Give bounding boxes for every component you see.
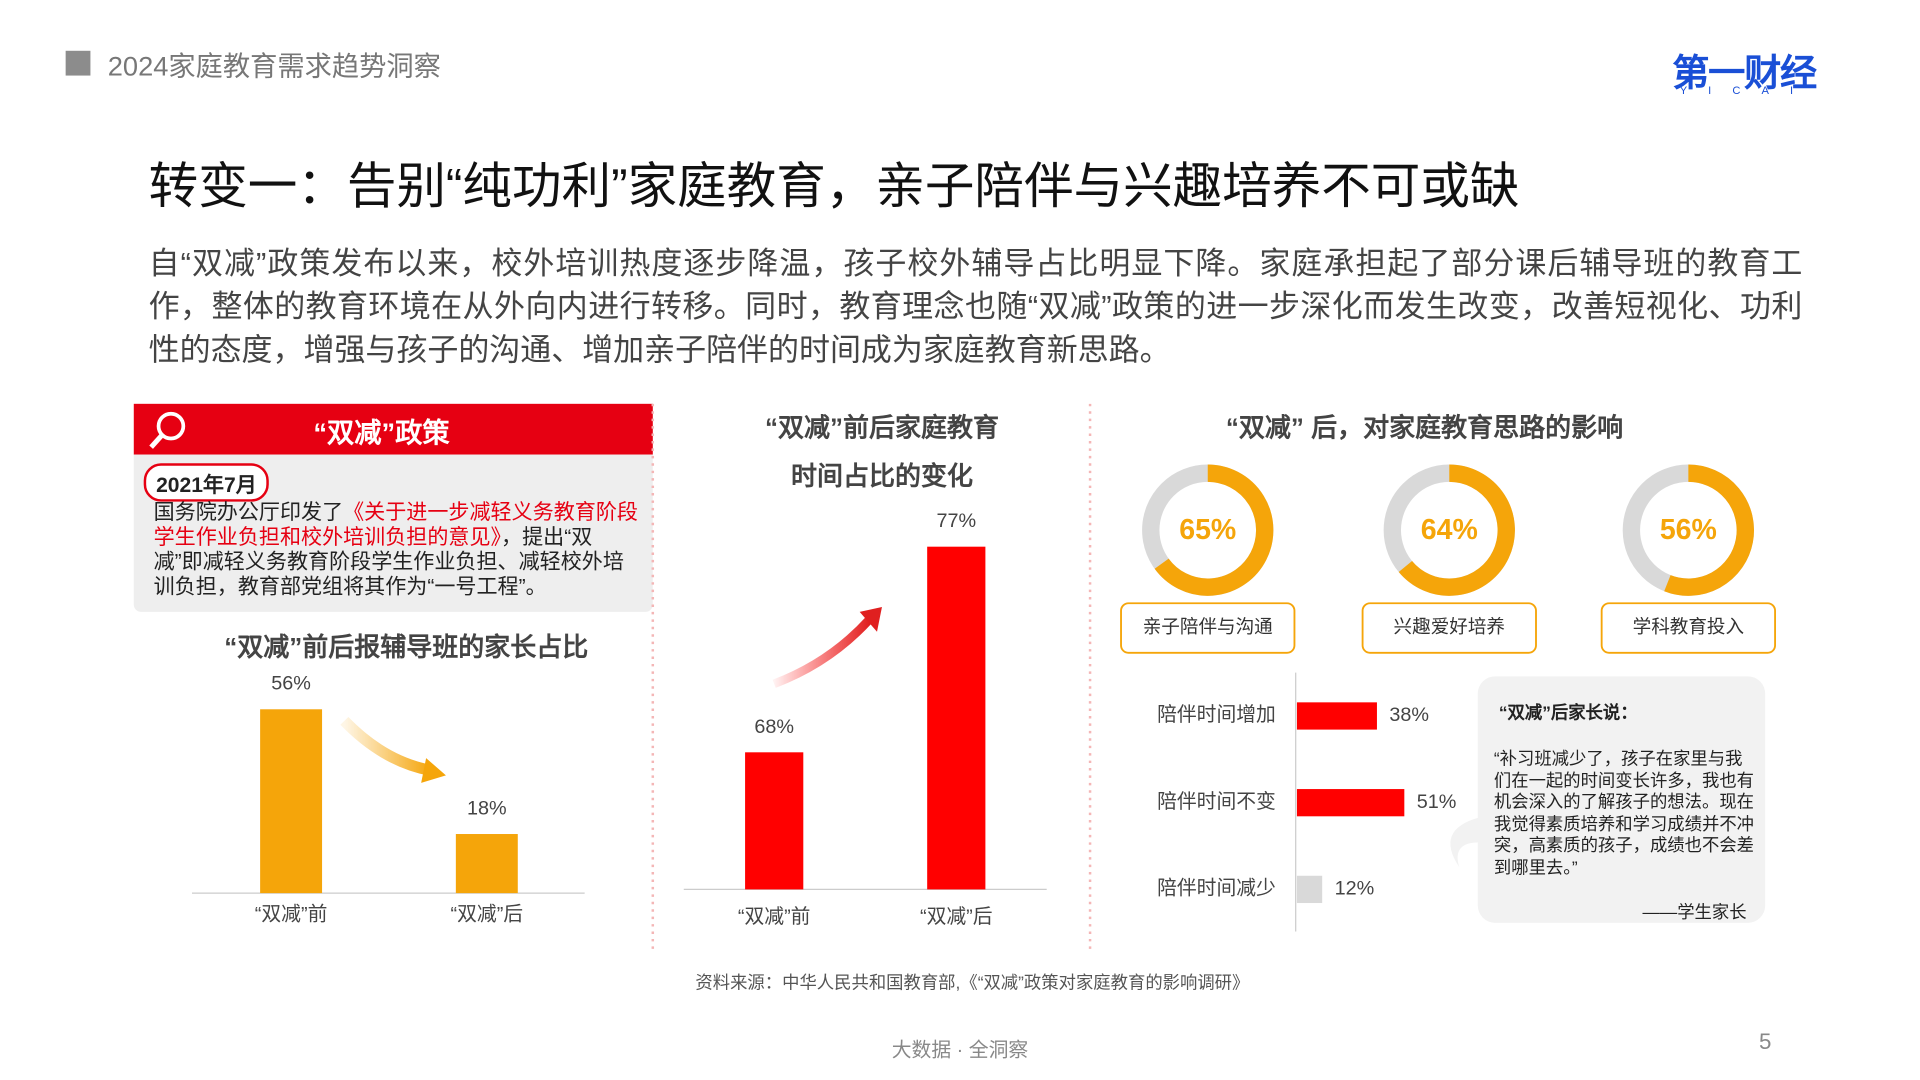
policy-text: 国务院办公厅印发了《关于进一步减轻义务教育阶段学生作业负担和校外培训负担的意见》… [154, 500, 640, 599]
value-label: 65% [1179, 514, 1236, 546]
chart-title: 时间占比的变化 [791, 461, 973, 491]
donut-arc [1398, 464, 1515, 596]
category-label: 学科教育投入 [1633, 616, 1744, 637]
category-label: 陪伴时间减少 [1157, 878, 1276, 900]
category-box [1600, 602, 1777, 654]
header-title: 2024家庭教育需求趋势洞察 [107, 50, 441, 82]
footer-slogan: 大数据 · 全洞察 [891, 1040, 1029, 1062]
page-number: 5 [1758, 1029, 1772, 1055]
bar [927, 546, 986, 890]
value-label: 18% [467, 797, 507, 819]
value-label: 51% [1417, 791, 1457, 813]
category-label: “双减”前 [738, 906, 811, 928]
search-icon [149, 411, 186, 449]
category-label: “双减”后 [920, 906, 993, 928]
policy-doc: 《关于进一步减轻义务教育阶段学生作业负担和校外培训负担的意见》 [153, 500, 638, 549]
quote-author: ——学生家长 [1642, 901, 1747, 922]
chart-title: “双减” 后，对家庭教育思路的影响 [1226, 413, 1623, 443]
value-label: 68% [754, 716, 794, 738]
intro-text: 自“双减”政策发布以来，校外培训热度逐步降温，孩子校外辅导占比明显下降。家庭承担… [148, 246, 1803, 368]
value-label: 56% [1660, 514, 1717, 546]
bar [260, 709, 323, 894]
category-box [1120, 602, 1296, 654]
category-label: “双减”前 [255, 904, 328, 926]
bar [1296, 875, 1323, 904]
quote-title: “双减”后家长说： [1498, 702, 1638, 723]
category-label: 亲子陪伴与沟通 [1143, 616, 1273, 637]
policy-date: 2021年7月 [143, 463, 270, 502]
header-square [65, 50, 91, 76]
bar [1296, 789, 1405, 817]
value-label: 56% [271, 673, 311, 695]
category-label: 陪伴时间不变 [1157, 791, 1276, 813]
policy-heading: “双减”政策 [313, 417, 450, 449]
logo: 第一财经 [1672, 53, 1817, 95]
chart-title: “双减”前后报辅导班的家长占比 [224, 632, 588, 662]
donut-arc [1154, 464, 1274, 596]
category-label: “双减”后 [451, 904, 524, 926]
value-label: 12% [1335, 878, 1375, 900]
chart-title: “双减”前后家庭教育 [765, 413, 999, 443]
category-label: 陪伴时间增加 [1157, 704, 1276, 726]
policy-text-b: ，提出“双减”即减轻义务教育阶段学生作业负担、减轻校外培训负担，教育部党组将其作… [153, 525, 624, 599]
trend-arrow [340, 717, 433, 776]
category-box [1361, 602, 1537, 654]
trend-arrow-head [421, 758, 446, 783]
category-label: 兴趣爱好培养 [1394, 616, 1505, 637]
bar [455, 834, 518, 894]
source: 资料来源：中华人民共和国教育部,《“双减”政策对家庭教育的影响调研》 [695, 972, 1250, 993]
slide-title: 转变一：告别“纯功利”家庭教育，亲子陪伴与兴趣培养不可或缺 [148, 159, 1520, 215]
trend-arrow-head [859, 606, 882, 632]
value-label: 38% [1389, 704, 1429, 726]
quote-text: “补习班减少了，孩子在家里与我们在一起的时间变长许多，我也有机会深入的了解孩子的… [1493, 748, 1755, 877]
bar [1296, 702, 1377, 730]
bar [745, 752, 804, 890]
logo-sub: YICAI [1679, 84, 1815, 97]
value-label: 77% [936, 510, 976, 532]
quote-box [1477, 676, 1766, 923]
trend-arrow [772, 616, 873, 688]
policy-text-a: 国务院办公厅印发了 [153, 500, 344, 524]
quote-tail [1450, 817, 1480, 868]
donut-arc [1664, 464, 1754, 596]
policy-header [133, 403, 653, 455]
value-label: 64% [1421, 514, 1478, 546]
